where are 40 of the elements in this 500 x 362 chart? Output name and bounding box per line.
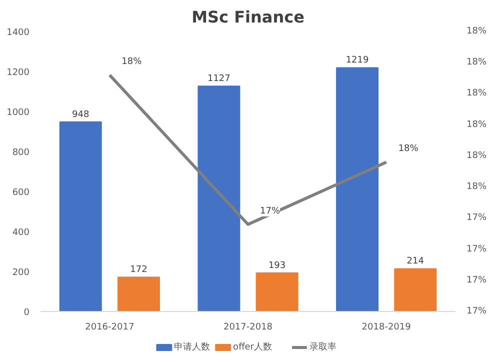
y2-tick-label: 17% [466, 244, 487, 254]
y-tick-label: 1200 [6, 68, 30, 78]
y-tick-label: 0 [24, 308, 30, 318]
data-label: 172 [130, 265, 148, 276]
bar [59, 121, 102, 312]
data-label: 1127 [208, 74, 230, 84]
y2-tick-label: 18% [466, 150, 487, 161]
y2-tick-label: 17% [466, 213, 487, 224]
y2-tick-label: 18% [466, 58, 487, 68]
data-label: 193 [268, 260, 286, 271]
y2-tick-label: 18% [466, 88, 487, 99]
legend-label: offer人数 [233, 342, 272, 352]
y-tick-label: 200 [12, 268, 30, 278]
bar [256, 272, 298, 312]
x-tick-label: 2017-2018 [223, 322, 273, 332]
bar [394, 268, 437, 312]
x-tick-label: 2016-2017 [85, 322, 134, 332]
y2-tick-label: 17% [466, 275, 487, 286]
y2-tick-label: 18% [466, 182, 487, 192]
y2-tick-label: 18% [466, 26, 487, 36]
y-tick-label: 600 [12, 188, 30, 198]
y-tick-label: 400 [12, 228, 30, 238]
data-label: 1219 [346, 56, 370, 66]
y2-tick-label: 17% [466, 306, 487, 316]
y-tick-label: 800 [12, 148, 30, 158]
y-tick-label: 1400 [6, 28, 30, 38]
legend-label: 申请人数 [174, 342, 210, 352]
data-label: 214 [406, 256, 424, 267]
legend-label: 录取率 [309, 342, 336, 352]
data-label: 18% [398, 144, 419, 154]
bar [336, 67, 379, 312]
data-label: 948 [72, 110, 90, 120]
data-label: 18% [122, 57, 142, 68]
y2-tick-label: 18% [466, 120, 487, 130]
bar [117, 276, 160, 312]
chart-title: MSc Finance [192, 8, 305, 26]
y-tick-label: 1000 [6, 108, 30, 118]
bar [198, 86, 240, 312]
x-tick-label: 2018-2019 [362, 322, 412, 332]
data-label: 17% [260, 206, 280, 216]
